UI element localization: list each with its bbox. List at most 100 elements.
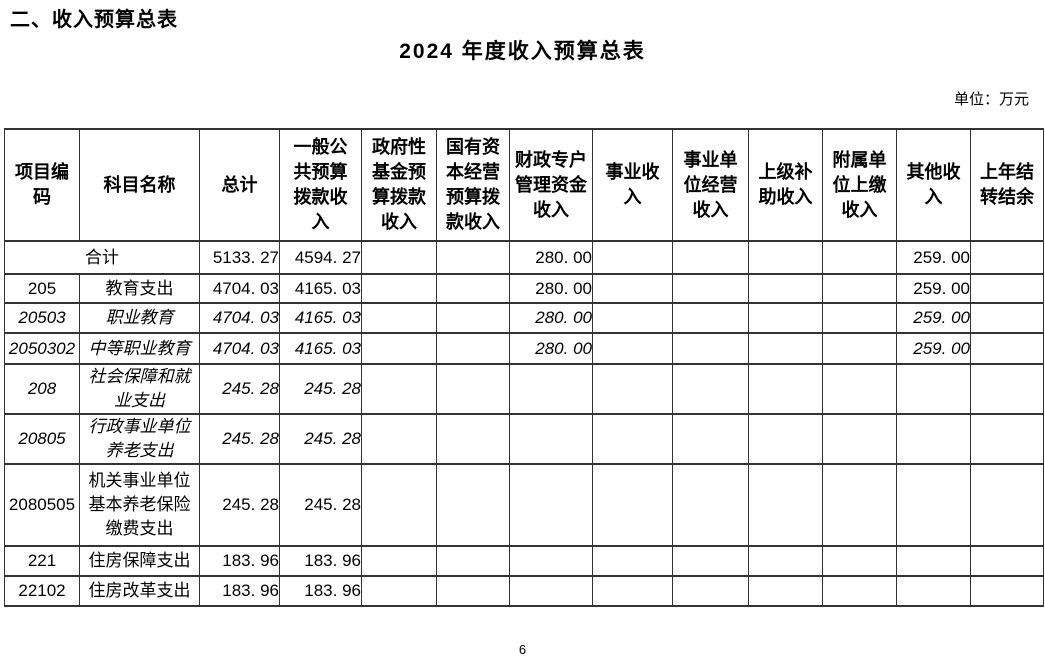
- value-cell: [822, 273, 897, 304]
- value-cell: [592, 363, 673, 415]
- value-cell: [592, 332, 673, 365]
- value-cell: [822, 413, 897, 465]
- table-row: 20805 行政事业单位 养老支出 245. 28 245. 28: [4, 413, 1044, 465]
- column-header: 财政专户 管理资金 收入: [509, 128, 593, 242]
- value-cell: [970, 332, 1044, 365]
- value-cell: [822, 363, 897, 415]
- value-cell: 259. 00: [896, 273, 971, 304]
- value-cell: [361, 302, 437, 334]
- value-cell: 280. 00: [509, 302, 593, 334]
- project-code-cell: 221: [4, 545, 80, 577]
- value-cell: [896, 545, 971, 577]
- column-header: 科目名称: [79, 128, 200, 242]
- value-cell: [592, 463, 673, 547]
- value-cell: [672, 240, 749, 275]
- table-row: 2080505 机关事业单位 基本养老保险 缴费支出 245. 28 245. 28: [4, 463, 1044, 547]
- subject-name-cell: 职业教育: [79, 302, 200, 334]
- value-cell: [748, 363, 823, 415]
- column-header: 上年结 转结余: [970, 128, 1044, 242]
- value-cell: [748, 413, 823, 465]
- value-cell: [970, 575, 1044, 607]
- value-cell: [748, 575, 823, 607]
- value-cell: [672, 463, 749, 547]
- value-cell: 245. 28: [279, 363, 362, 415]
- value-cell: [436, 545, 510, 577]
- value-cell: [672, 273, 749, 304]
- column-header: 国有资 本经营 预算拨 款收入: [436, 128, 510, 242]
- value-cell: [509, 545, 593, 577]
- value-cell: [436, 363, 510, 415]
- value-cell: 280. 00: [509, 273, 593, 304]
- value-cell: 280. 00: [509, 240, 593, 275]
- value-cell: [509, 413, 593, 465]
- value-cell: [822, 332, 897, 365]
- value-cell: 245. 28: [279, 413, 362, 465]
- value-cell: [436, 240, 510, 275]
- column-header: 政府性 基金预 算拨款 收入: [361, 128, 437, 242]
- column-header: 其他收 入: [896, 128, 971, 242]
- value-cell: [970, 413, 1044, 465]
- section-heading: 二、收入预算总表: [10, 9, 178, 31]
- subject-name-cell: 中等职业教育: [79, 332, 200, 365]
- value-cell: [436, 273, 510, 304]
- table-row: 2050302 中等职业教育 4704. 03 4165. 03 280. 00 259.…: [4, 332, 1044, 365]
- value-cell: [672, 575, 749, 607]
- value-cell: 4165. 03: [279, 332, 362, 365]
- value-cell: 4594. 27: [279, 240, 362, 275]
- value-cell: 183. 96: [279, 545, 362, 577]
- project-code-cell: 20503: [4, 302, 80, 334]
- value-cell: 4704. 03: [199, 302, 280, 334]
- value-cell: [748, 273, 823, 304]
- value-cell: 259. 00: [896, 332, 971, 365]
- value-cell: [592, 240, 673, 275]
- value-cell: 5133. 27: [199, 240, 280, 275]
- value-cell: [970, 463, 1044, 547]
- value-cell: [748, 240, 823, 275]
- value-cell: [672, 302, 749, 334]
- value-cell: 4165. 03: [279, 302, 362, 334]
- value-cell: [592, 575, 673, 607]
- subject-name-cell: 社会保障和就 业支出: [79, 363, 200, 415]
- total-row-label: 合计: [4, 240, 200, 275]
- value-cell: [748, 463, 823, 547]
- value-cell: [361, 575, 437, 607]
- value-cell: [361, 463, 437, 547]
- value-cell: [748, 332, 823, 365]
- column-header: 上级补 助收入: [748, 128, 823, 242]
- value-cell: 259. 00: [896, 302, 971, 334]
- project-code-cell: 2080505: [4, 463, 80, 547]
- value-cell: [896, 363, 971, 415]
- value-cell: [436, 463, 510, 547]
- value-cell: 280. 00: [509, 332, 593, 365]
- value-cell: 245. 28: [199, 463, 280, 547]
- value-cell: [592, 413, 673, 465]
- value-cell: [361, 240, 437, 275]
- column-header: 一般公 共预算 拨款收 入: [279, 128, 362, 242]
- value-cell: 4165. 03: [279, 273, 362, 304]
- value-cell: 245. 28: [199, 363, 280, 415]
- value-cell: 245. 28: [199, 413, 280, 465]
- value-cell: [672, 413, 749, 465]
- table-row: 22102 住房改革支出 183. 96 183. 96: [4, 575, 1044, 607]
- value-cell: [361, 363, 437, 415]
- column-header: 总计: [199, 128, 280, 242]
- value-cell: 183. 96: [199, 575, 280, 607]
- table-row: 20503 职业教育 4704. 03 4165. 03 280. 00 259. 00: [4, 302, 1044, 334]
- project-code-cell: 208: [4, 363, 80, 415]
- value-cell: 183. 96: [279, 575, 362, 607]
- column-header: 附属单 位上缴 收入: [822, 128, 897, 242]
- table-row: 221 住房保障支出 183. 96 183. 96: [4, 545, 1044, 577]
- page-number: 6: [518, 642, 527, 657]
- value-cell: [822, 302, 897, 334]
- unit-label: 单位：万元: [953, 91, 1029, 108]
- column-header: 项目编 码: [4, 128, 80, 242]
- value-cell: [970, 273, 1044, 304]
- column-header: 事业单 位经营 收入: [672, 128, 749, 242]
- income-budget-table: 项目编 码科目名称 总计 一般公 共预算 拨款收 入政府性 基金预 算拨款 收入 国有…: [4, 128, 1044, 607]
- value-cell: 245. 28: [279, 463, 362, 547]
- value-cell: [970, 545, 1044, 577]
- value-cell: [592, 302, 673, 334]
- value-cell: [592, 545, 673, 577]
- subject-name-cell: 住房改革支出: [79, 575, 200, 607]
